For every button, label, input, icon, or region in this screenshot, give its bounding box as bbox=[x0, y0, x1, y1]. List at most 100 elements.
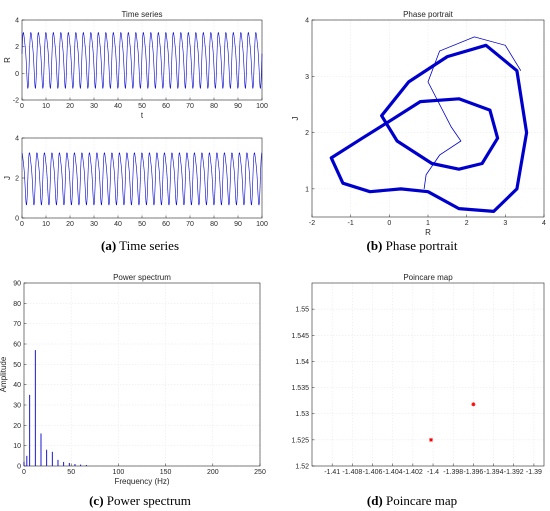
y-tick-label: 1.53 bbox=[295, 411, 309, 418]
x-tick-label: 150 bbox=[160, 469, 172, 476]
x-tick-label: 90 bbox=[234, 221, 242, 228]
y-tick-label: 1 bbox=[305, 186, 309, 193]
plot-frame bbox=[23, 282, 261, 467]
x-tick-label: -1.398 bbox=[443, 469, 463, 476]
panel-power-spectrum: 0 50 100 150 200 250 0 10 20 30 40 50 60 70 80 90 Power … bbox=[0, 273, 266, 486]
y-tick-label: 1.535 bbox=[291, 385, 309, 392]
y-tick-label: 1.525 bbox=[291, 437, 309, 444]
y-tick-label: 10 bbox=[13, 443, 21, 450]
y-tick-label: 2 bbox=[305, 130, 309, 137]
x-tick-label: 50 bbox=[138, 221, 146, 228]
y-axis-label: J bbox=[3, 176, 12, 180]
x-tick-label: 10 bbox=[42, 221, 50, 228]
y-tick-label: 0 bbox=[15, 71, 19, 78]
y-tick-label: 70 bbox=[13, 321, 21, 328]
x-tick-label: 50 bbox=[138, 103, 146, 110]
x-tick-label: 80 bbox=[210, 221, 218, 228]
y-tick-label: 30 bbox=[13, 403, 21, 410]
y-tick-label: 1.545 bbox=[291, 333, 309, 340]
y-tick-label: 3 bbox=[305, 74, 309, 81]
y-tick-label: -2 bbox=[13, 98, 19, 105]
x-tick-label: 10 bbox=[42, 103, 50, 110]
x-tick-label: 100 bbox=[256, 103, 268, 110]
x-tick-label: -1.41 bbox=[324, 469, 340, 476]
y-tick-label: 2 bbox=[15, 44, 19, 51]
x-axis-label: t bbox=[141, 111, 144, 120]
series-line bbox=[21, 152, 263, 206]
x-tick-label: 30 bbox=[90, 103, 98, 110]
plot-frame bbox=[311, 282, 545, 467]
x-tick-label: 250 bbox=[254, 469, 266, 476]
y-axis-label: Amplitude bbox=[0, 356, 8, 392]
y-tick-label: 1.54 bbox=[295, 359, 309, 366]
x-axis-label: R bbox=[425, 228, 431, 237]
y-tick-label: 4 bbox=[15, 136, 19, 143]
series-line bbox=[21, 32, 263, 89]
x-tick-label: 40 bbox=[114, 103, 122, 110]
x-tick-label: 3 bbox=[503, 220, 507, 227]
x-tick-label: -1.39 bbox=[526, 469, 542, 476]
x-tick-label: -1.396 bbox=[463, 469, 483, 476]
x-tick-label: 90 bbox=[234, 103, 242, 110]
plot-title: Time series bbox=[121, 10, 162, 19]
caption-d: (d) Poincare map bbox=[367, 493, 457, 508]
y-tick-label: 20 bbox=[13, 423, 21, 430]
plot-frame bbox=[311, 19, 545, 218]
y-tick-label: 4 bbox=[305, 18, 309, 25]
x-tick-label: 30 bbox=[90, 221, 98, 228]
attractor-loop bbox=[329, 43, 529, 213]
caption-b: (b) Phase portrait bbox=[367, 238, 458, 253]
y-tick-label: 50 bbox=[13, 362, 21, 369]
y-tick-label: 0 bbox=[15, 216, 19, 223]
y-tick-label: 1.55 bbox=[295, 307, 309, 314]
x-tick-label: 0 bbox=[22, 469, 26, 476]
x-tick-label: 200 bbox=[207, 469, 219, 476]
x-tick-label: 4 bbox=[542, 220, 546, 227]
caption-c: (c) Power spectrum bbox=[89, 493, 191, 508]
x-tick-label: 0 bbox=[20, 103, 24, 110]
x-tick-label: -1.402 bbox=[403, 469, 423, 476]
x-tick-label: 70 bbox=[186, 103, 194, 110]
y-tick-label: 1.52 bbox=[295, 464, 309, 471]
x-tick-label: -1 bbox=[348, 220, 354, 227]
y-axis-label: J bbox=[291, 117, 300, 121]
plot-title: Power spectrum bbox=[113, 273, 171, 282]
x-tick-label: -1.4 bbox=[427, 469, 439, 476]
x-tick-label: 50 bbox=[67, 469, 75, 476]
y-tick-label: 0 bbox=[17, 464, 21, 471]
x-tick-label: -1.404 bbox=[383, 469, 403, 476]
x-tick-label: 100 bbox=[113, 469, 125, 476]
y-tick-label: 2 bbox=[15, 176, 19, 183]
x-tick-label: 1 bbox=[426, 220, 430, 227]
y-tick-label: 40 bbox=[13, 382, 21, 389]
y-tick-label: 4 bbox=[15, 18, 19, 25]
x-tick-label: -1.408 bbox=[342, 469, 362, 476]
x-tick-label: -1.406 bbox=[363, 469, 383, 476]
x-tick-label: 20 bbox=[66, 221, 74, 228]
poincare-point bbox=[429, 437, 434, 442]
x-tick-label: 100 bbox=[256, 221, 268, 228]
x-tick-label: -2 bbox=[309, 220, 315, 227]
x-tick-label: 80 bbox=[210, 103, 218, 110]
poincare-point bbox=[471, 402, 476, 407]
x-tick-label: 20 bbox=[66, 103, 74, 110]
x-tick-label: 40 bbox=[114, 221, 122, 228]
panel-time-series-j: 0 10 20 30 40 50 60 70 80 90 100 0 2 4 J bbox=[3, 136, 268, 229]
panel-phase-portrait: -2 -1 0 1 2 3 4 1 2 3 4 Phase portrait R J bbox=[291, 10, 546, 237]
x-tick-label: 0 bbox=[20, 221, 24, 228]
panel-poincare-map: -1.41 -1.408 -1.406 -1.404 -1.402 -1.4 -1.398-… bbox=[291, 273, 545, 476]
plot-title: Phase portrait bbox=[403, 10, 454, 19]
y-tick-label: 90 bbox=[13, 281, 21, 288]
y-axis-label: R bbox=[3, 57, 12, 63]
x-tick-label: -1.394 bbox=[484, 469, 504, 476]
x-axis-label: Frequency (Hz) bbox=[114, 477, 169, 486]
x-tick-label: -1.392 bbox=[504, 469, 524, 476]
caption-a: (a) Time series bbox=[101, 238, 179, 253]
plot-title: Poincare map bbox=[403, 273, 453, 282]
x-tick-label: 60 bbox=[162, 221, 170, 228]
y-tick-label: 80 bbox=[13, 301, 21, 308]
y-tick-label: 60 bbox=[13, 342, 21, 349]
x-tick-label: 70 bbox=[186, 221, 194, 228]
